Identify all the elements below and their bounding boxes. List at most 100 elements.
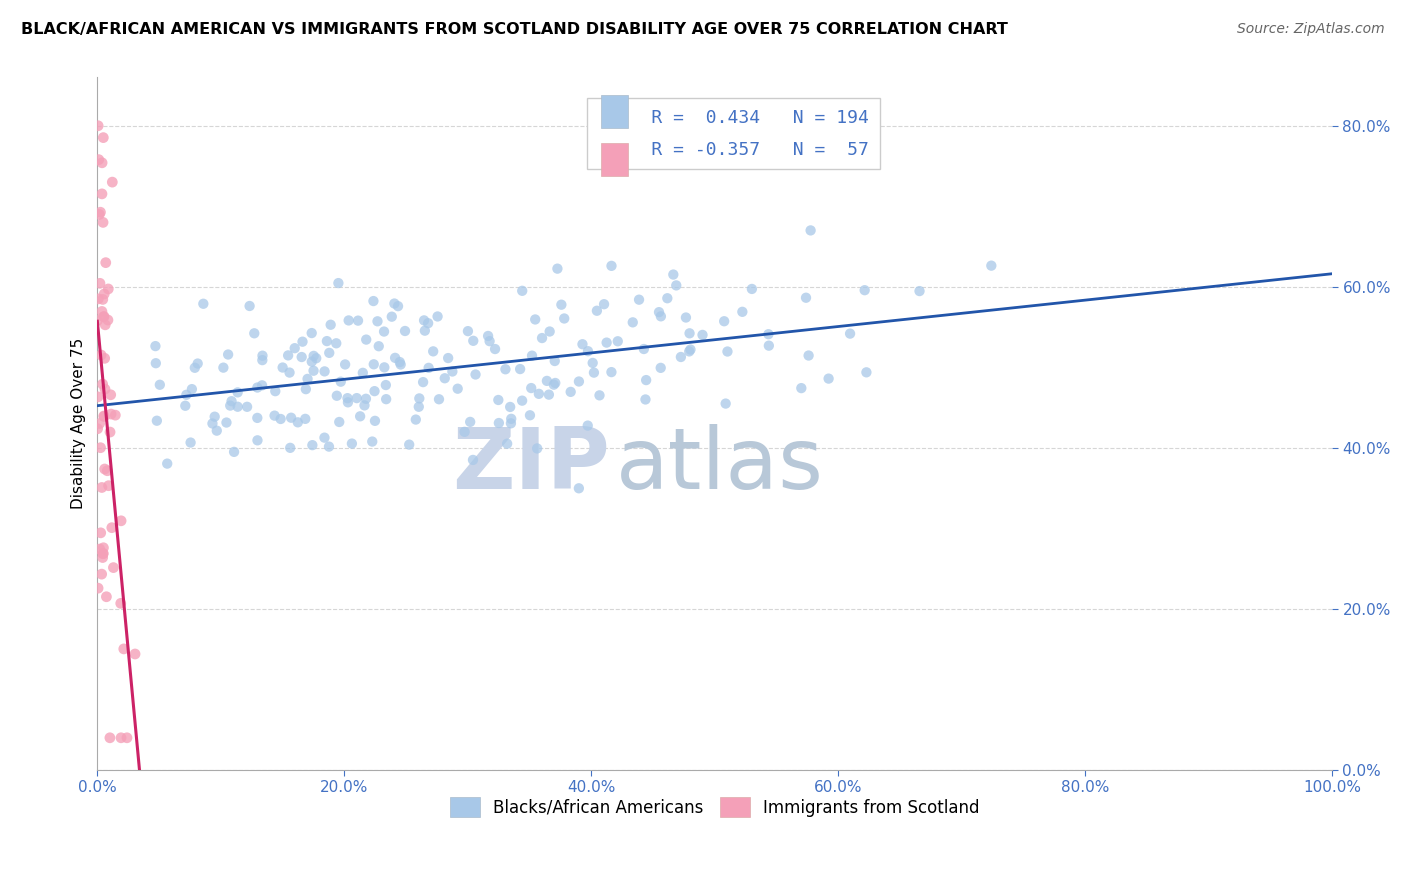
Point [531, 331, 554, 345]
Point [89, 205, 111, 219]
Point [606, 334, 628, 349]
Point [337, 313, 360, 327]
Point [96, 464, 118, 478]
Point [328, 276, 350, 290]
Point [314, 431, 336, 445]
Point [291, 334, 314, 349]
Point [215, 416, 238, 430]
Point [280, 410, 302, 425]
Point [418, 360, 440, 375]
Point [536, 374, 558, 388]
Point [349, 409, 371, 424]
Point [373, 325, 395, 339]
Point [93, 351, 115, 366]
Point [384, 296, 406, 310]
Point [576, 344, 599, 359]
Point [297, 372, 319, 386]
Point [91, 547, 114, 561]
Point [908, 284, 931, 298]
Point [520, 381, 543, 395]
Point [650, 360, 672, 375]
Point [97, 282, 120, 296]
Point [97, 479, 120, 493]
Point [91, 550, 114, 565]
Point [509, 362, 531, 376]
Point [246, 410, 269, 425]
Point [582, 356, 605, 370]
Point [731, 305, 754, 319]
Point [250, 378, 273, 392]
Point [519, 409, 541, 423]
Point [89, 417, 111, 431]
Point [89, 207, 111, 221]
Point [94, 382, 117, 396]
Point [239, 299, 262, 313]
Point [461, 453, 484, 467]
Point [115, 731, 138, 745]
Point [546, 261, 568, 276]
Point [366, 314, 388, 328]
Point [93, 287, 115, 301]
Point [662, 268, 685, 282]
Point [104, 408, 127, 422]
Point [243, 326, 266, 341]
Point [201, 417, 224, 431]
Point [96, 590, 118, 604]
Point [336, 391, 359, 405]
Point [527, 387, 550, 401]
Point [413, 324, 436, 338]
FancyBboxPatch shape [602, 144, 628, 177]
Point [405, 412, 427, 426]
Point [294, 412, 316, 426]
Point [295, 382, 318, 396]
Point [464, 368, 486, 382]
Point [328, 415, 350, 429]
Point [347, 313, 370, 327]
Point [91, 377, 114, 392]
Point [496, 436, 519, 450]
Point [855, 365, 877, 379]
Point [93, 462, 115, 476]
Point [319, 318, 342, 332]
Point [433, 371, 456, 385]
Point [86, 422, 108, 436]
Point [839, 326, 862, 341]
Point [477, 329, 499, 343]
Point [394, 324, 416, 338]
Point [568, 375, 591, 389]
Point [538, 325, 561, 339]
Point [817, 371, 839, 385]
Point [413, 313, 436, 327]
Point [560, 384, 582, 399]
Point [389, 358, 412, 372]
Point [278, 366, 301, 380]
Point [90, 481, 112, 495]
Point [636, 373, 658, 387]
Point [354, 333, 377, 347]
Point [284, 341, 307, 355]
Point [510, 393, 533, 408]
Point [145, 339, 167, 353]
Point [302, 364, 325, 378]
Text: Source: ZipAtlas.com: Source: ZipAtlas.com [1237, 22, 1385, 37]
Point [217, 347, 239, 361]
Point [252, 353, 274, 368]
Point [595, 335, 617, 350]
Point [212, 360, 235, 375]
Point [408, 400, 430, 414]
Point [91, 186, 114, 201]
Point [271, 360, 294, 375]
Point [363, 357, 385, 371]
FancyBboxPatch shape [602, 95, 628, 128]
Point [87, 581, 110, 595]
Point [87, 119, 110, 133]
Point [576, 418, 599, 433]
Point [543, 377, 565, 392]
Point [797, 349, 820, 363]
Text: ZIP: ZIP [451, 424, 610, 507]
Text: atlas: atlas [616, 424, 824, 507]
Point [388, 355, 411, 369]
Point [301, 438, 323, 452]
Point [90, 348, 112, 362]
Point [94, 318, 117, 332]
